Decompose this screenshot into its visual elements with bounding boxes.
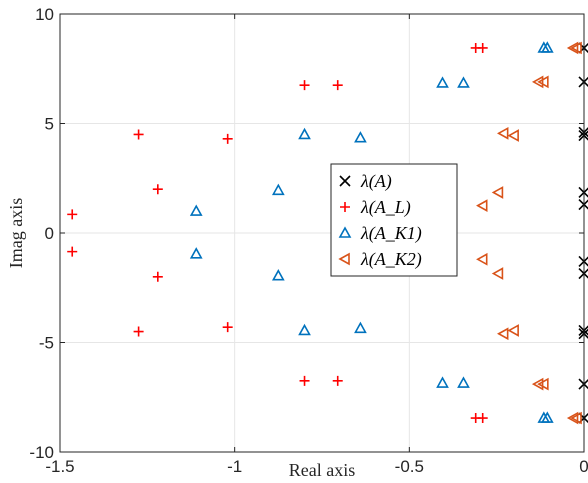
y-tick-label: -5 (39, 334, 54, 353)
x-tick-label: 0 (579, 457, 588, 476)
y-tick-label: -10 (29, 443, 54, 462)
legend-label: λ(A_L) (360, 197, 411, 218)
y-tick-label: 0 (45, 224, 54, 243)
legend-label: λ(A_K1) (360, 223, 422, 244)
y-axis-label: Imag axis (6, 198, 26, 268)
x-axis-label: Real axis (289, 460, 355, 480)
legend: λ(A) λ(A_L) λ(A_K1) λ(A_K2) (331, 164, 457, 276)
legend-label: λ(A) (360, 171, 392, 192)
y-tick-label: 10 (35, 5, 54, 24)
x-tick-label: -0.5 (395, 457, 424, 476)
legend-label: λ(A_K2) (360, 249, 422, 270)
y-tick-label: 5 (45, 115, 54, 134)
x-tick-label: -1 (227, 457, 242, 476)
